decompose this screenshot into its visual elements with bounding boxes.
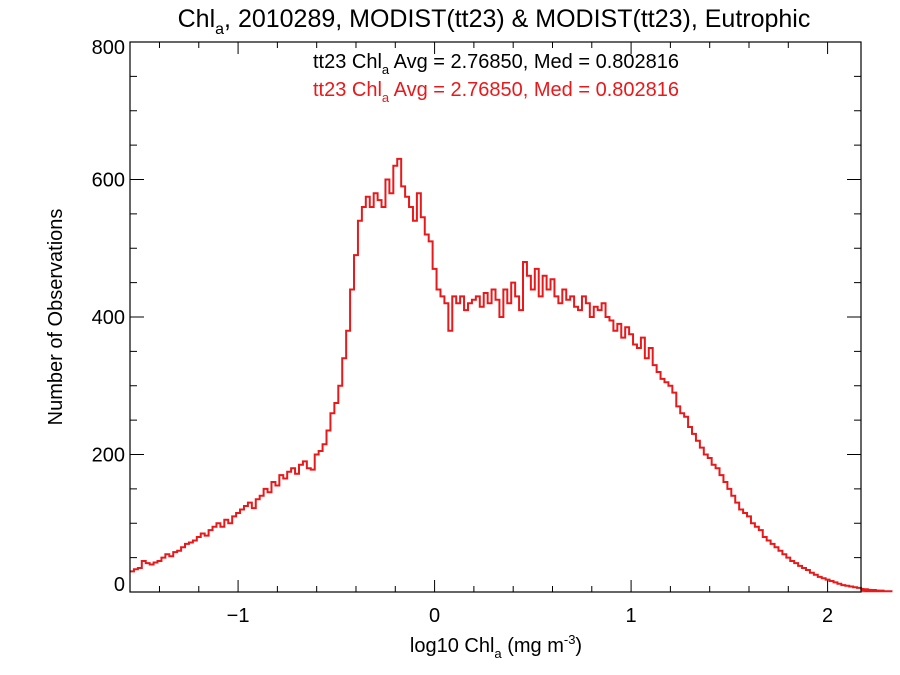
chart-title: Chla, 2010289, MODIST(tt23) & MODIST(tt2… [178, 5, 811, 38]
x-axis-label-end: ) [575, 635, 582, 657]
x-axis-label-subscript: a [494, 646, 502, 661]
x-axis-label: log10 Chla (mg m-3) [410, 632, 582, 661]
annotation-tt23-red: tt23 Chla Avg = 2.76850, Med = 0.802816 [313, 79, 679, 105]
annotation-prefix: tt23 Chl [313, 51, 382, 73]
x-tick-label: 1 [626, 605, 637, 627]
y-axis-label: Number of Observations [45, 209, 67, 426]
annotation-rest: Avg = 2.76850, Med = 0.802816 [389, 79, 679, 101]
chart-title-prefix: Chl [178, 5, 216, 33]
annotation-subscript: a [382, 62, 390, 77]
y-tick-label: 800 [92, 37, 125, 59]
y-tick-label: 400 [92, 307, 125, 329]
plot-frame [129, 41, 862, 593]
chart-title-rest: , 2010289, MODIST(tt23) & MODIST(tt23), … [224, 5, 810, 33]
y-tick-label: 200 [92, 445, 125, 467]
annotation-rest: Avg = 2.76850, Med = 0.802816 [389, 51, 679, 73]
y-tick-labels: 0 200 400 600 800 [92, 37, 125, 596]
x-tick-label: −1 [227, 605, 250, 627]
histogram-series [130, 157, 893, 593]
x-tick-labels: −1 0 1 2 [227, 605, 833, 627]
x-axis-label-prefix: log10 Chl [410, 635, 495, 657]
chart-title-subscript: a [215, 21, 224, 38]
x-axis-label-superscript: -3 [564, 632, 576, 647]
x-axis-label-mid: (mg m [502, 635, 564, 657]
y-tick-label: 600 [92, 170, 125, 192]
annotation-subscript: a [382, 90, 390, 105]
annotation-tt23-black: tt23 Chla Avg = 2.76850, Med = 0.802816 [313, 51, 679, 77]
x-tick-label: 2 [822, 605, 833, 627]
annotation-prefix: tt23 Chl [313, 79, 382, 101]
annotations: tt23 Chla Avg = 2.76850, Med = 0.802816t… [313, 51, 679, 105]
y-tick-label: 0 [114, 574, 125, 596]
x-tick-label: 0 [429, 605, 440, 627]
